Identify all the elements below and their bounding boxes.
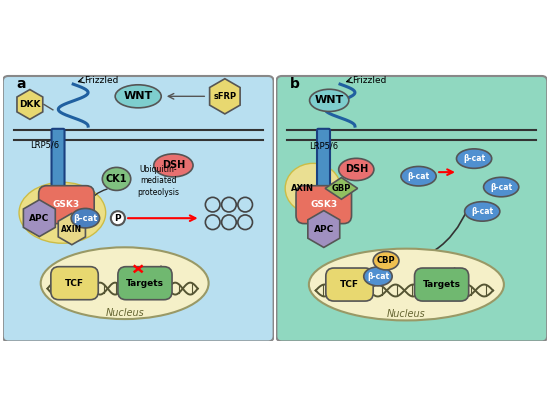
Text: β-cat: β-cat bbox=[73, 214, 97, 223]
FancyBboxPatch shape bbox=[296, 186, 351, 224]
Text: sFRP: sFRP bbox=[213, 92, 236, 101]
Text: DSH: DSH bbox=[345, 164, 368, 174]
FancyBboxPatch shape bbox=[326, 268, 373, 301]
Polygon shape bbox=[210, 79, 240, 114]
Text: TCF: TCF bbox=[340, 280, 359, 289]
Text: APC: APC bbox=[29, 214, 50, 223]
Text: DSH: DSH bbox=[162, 160, 185, 171]
Text: LRP5/6: LRP5/6 bbox=[30, 141, 59, 150]
Ellipse shape bbox=[310, 89, 349, 112]
Ellipse shape bbox=[465, 201, 500, 221]
Text: WNT: WNT bbox=[124, 91, 153, 101]
Text: β-cat: β-cat bbox=[490, 183, 512, 192]
Ellipse shape bbox=[102, 167, 131, 190]
Ellipse shape bbox=[401, 166, 436, 186]
FancyBboxPatch shape bbox=[277, 76, 547, 342]
Text: GSK3: GSK3 bbox=[53, 200, 80, 209]
Ellipse shape bbox=[373, 251, 399, 270]
Ellipse shape bbox=[339, 158, 374, 180]
Ellipse shape bbox=[483, 177, 519, 197]
Text: a: a bbox=[16, 77, 26, 91]
Polygon shape bbox=[325, 178, 358, 199]
Text: CK1: CK1 bbox=[106, 174, 127, 184]
Text: DKK: DKK bbox=[19, 100, 41, 109]
Text: CBP: CBP bbox=[377, 256, 395, 265]
FancyBboxPatch shape bbox=[118, 267, 172, 300]
Text: P: P bbox=[114, 214, 121, 223]
Text: β-cat: β-cat bbox=[471, 207, 493, 216]
Ellipse shape bbox=[154, 154, 193, 177]
Polygon shape bbox=[308, 211, 340, 248]
Polygon shape bbox=[58, 213, 85, 245]
FancyBboxPatch shape bbox=[415, 268, 469, 301]
Text: Targets: Targets bbox=[126, 279, 164, 288]
FancyBboxPatch shape bbox=[52, 129, 64, 192]
Text: GBP: GBP bbox=[332, 184, 351, 193]
Text: β-cat: β-cat bbox=[463, 154, 485, 163]
Text: β-cat: β-cat bbox=[367, 272, 389, 281]
Text: WNT: WNT bbox=[315, 95, 344, 105]
Ellipse shape bbox=[111, 211, 125, 225]
FancyBboxPatch shape bbox=[317, 129, 330, 192]
Ellipse shape bbox=[71, 208, 100, 228]
FancyBboxPatch shape bbox=[51, 267, 98, 300]
Polygon shape bbox=[24, 200, 56, 236]
Polygon shape bbox=[17, 89, 43, 119]
Text: LRP5/6: LRP5/6 bbox=[309, 142, 338, 150]
Text: Frizzled: Frizzled bbox=[352, 75, 387, 84]
Text: Ubiquitin-
mediated
proteolysis: Ubiquitin- mediated proteolysis bbox=[138, 165, 179, 197]
Ellipse shape bbox=[309, 249, 504, 321]
Text: β-cat: β-cat bbox=[408, 172, 430, 181]
Ellipse shape bbox=[456, 149, 492, 169]
Text: TCF: TCF bbox=[65, 279, 84, 288]
Text: b: b bbox=[290, 77, 300, 91]
Text: Targets: Targets bbox=[422, 280, 460, 289]
Text: APC: APC bbox=[314, 225, 334, 234]
FancyBboxPatch shape bbox=[3, 76, 273, 342]
Ellipse shape bbox=[19, 182, 106, 243]
Ellipse shape bbox=[364, 267, 392, 286]
FancyBboxPatch shape bbox=[39, 186, 94, 224]
Text: GSK3: GSK3 bbox=[310, 200, 337, 209]
Ellipse shape bbox=[115, 85, 161, 108]
Ellipse shape bbox=[41, 247, 208, 319]
Text: Nucleus: Nucleus bbox=[387, 309, 426, 319]
Ellipse shape bbox=[285, 163, 340, 213]
Text: Frizzled: Frizzled bbox=[84, 75, 118, 84]
Text: AXIN: AXIN bbox=[290, 184, 314, 193]
Text: AXIN: AXIN bbox=[61, 225, 82, 234]
Text: Nucleus: Nucleus bbox=[105, 308, 144, 318]
